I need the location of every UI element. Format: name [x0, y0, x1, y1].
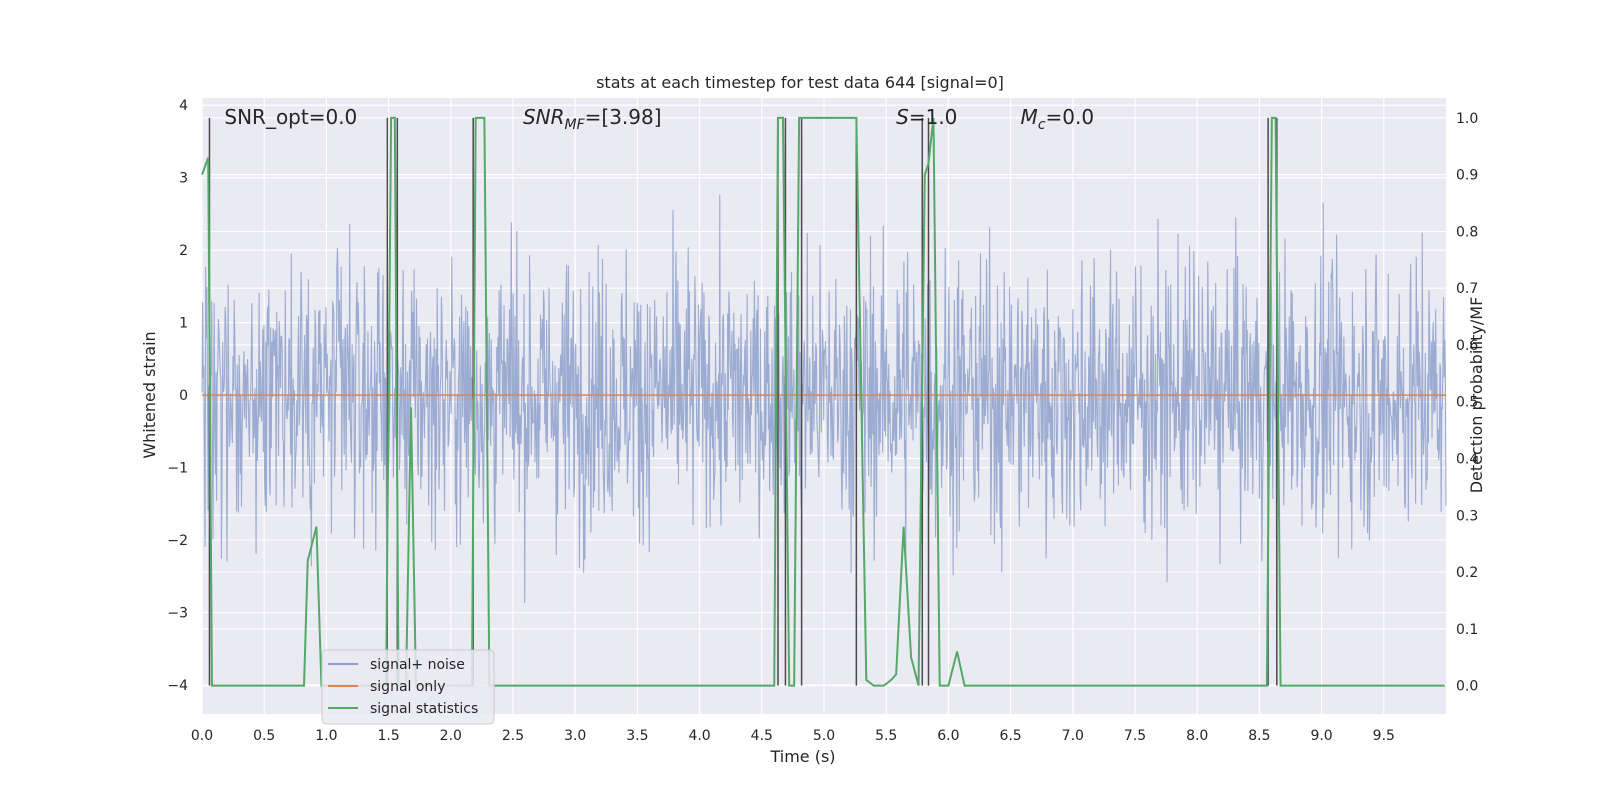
- y-left-tick-label: −4: [167, 678, 188, 694]
- legend-label-signal-only: signal only: [370, 679, 445, 695]
- y-axis-left-ticks: 4 3 2 1 0 −1 −2 −3 −4: [167, 98, 188, 694]
- grid-lines: [201, 98, 1446, 714]
- y-right-tick-label: 0.3: [1456, 508, 1478, 524]
- y-right-tick-label: 0.7: [1456, 281, 1478, 297]
- y-right-tick-label: 0.5: [1456, 395, 1478, 411]
- x-tick-label: 4.0: [688, 728, 710, 744]
- x-tick-label: 8.5: [1248, 728, 1270, 744]
- y-left-tick-label: 2: [179, 243, 188, 259]
- x-tick-label: 4.5: [751, 728, 773, 744]
- signal-statistics-line: [201, 116, 1445, 687]
- x-tick-label: 3.0: [564, 728, 586, 744]
- y-right-tick-label: 0.9: [1456, 168, 1478, 184]
- y-right-tick-label: 0.0: [1456, 679, 1478, 695]
- x-tick-label: 5.0: [813, 728, 835, 744]
- annotation: SNR_opt=0.0: [224, 105, 357, 129]
- x-tick-label: 2.0: [440, 728, 462, 744]
- x-tick-label: 1.5: [377, 728, 399, 744]
- x-tick-label: 8.0: [1186, 728, 1208, 744]
- annotation: S=1.0: [896, 105, 957, 129]
- y-left-tick-label: −1: [167, 461, 188, 477]
- legend: signal+ noise signal only signal statist…: [321, 649, 495, 725]
- x-tick-label: 0.5: [253, 728, 275, 744]
- x-tick-label: 6.5: [999, 728, 1021, 744]
- annotation: Mc=0.0: [1021, 105, 1095, 133]
- legend-label-signal-noise: signal+ noise: [370, 657, 465, 673]
- chart-title: stats at each timestep for test data 644…: [596, 73, 1004, 92]
- y-axis-left-label: Whitened strain: [140, 331, 159, 458]
- y-axis-right-label: Detection probability/MF: [1467, 297, 1486, 494]
- y-right-tick-label: 0.1: [1456, 622, 1478, 638]
- x-tick-label: 7.5: [1124, 728, 1146, 744]
- y-right-tick-label: 1.0: [1456, 111, 1478, 127]
- annotation: SNRMF=[3.98]: [523, 105, 662, 133]
- annotations: SNR_opt=0.0 SNRMF=[3.98] S=1.0 Mc=0.0: [224, 105, 1094, 133]
- y-right-tick-label: 0.4: [1456, 452, 1478, 468]
- y-left-tick-label: 3: [179, 171, 188, 187]
- x-tick-label: 0.0: [191, 728, 213, 744]
- x-axis-ticks: 0.0 0.5 1.0 1.5 2.0 2.5 3.0 3.5 4.0 4.5 5.0 5.5 6.0 6…: [191, 728, 1395, 744]
- x-tick-label: 9.0: [1310, 728, 1332, 744]
- y-right-tick-label: 0.8: [1456, 224, 1478, 240]
- y-left-tick-label: 4: [179, 98, 188, 114]
- x-tick-label: 7.0: [1062, 728, 1084, 744]
- y-left-tick-label: −2: [167, 533, 188, 549]
- y-left-tick-label: −3: [167, 606, 188, 622]
- x-tick-label: 1.0: [315, 728, 337, 744]
- y-right-tick-label: 0.6: [1456, 338, 1478, 354]
- legend-box: [321, 649, 495, 725]
- signal-noise-series: [201, 194, 1447, 604]
- y-axis-right-ticks: 1.0 0.9 0.8 0.7 0.6 0.5 0.4 0.3 0.2 0.1 0.0: [1456, 111, 1478, 695]
- x-tick-label: 2.5: [502, 728, 524, 744]
- legend-label-signal-statistics: signal statistics: [370, 701, 478, 717]
- signal-noise-line: [201, 194, 1447, 604]
- signal-statistics-series: [201, 116, 1445, 687]
- x-tick-label: 6.0: [937, 728, 959, 744]
- x-tick-label: 9.5: [1373, 728, 1395, 744]
- y-right-tick-label: 0.2: [1456, 565, 1478, 581]
- y-left-tick-label: 0: [179, 388, 188, 404]
- y-left-tick-label: 1: [179, 316, 188, 332]
- x-tick-label: 5.5: [875, 728, 897, 744]
- x-tick-label: 3.5: [626, 728, 648, 744]
- x-axis-label: Time (s): [769, 747, 835, 766]
